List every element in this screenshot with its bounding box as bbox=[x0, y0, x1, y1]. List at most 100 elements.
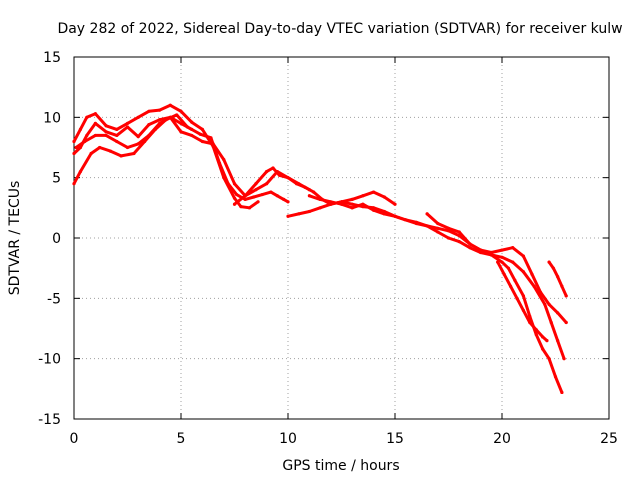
data-point bbox=[89, 151, 93, 156]
data-point bbox=[549, 320, 553, 325]
data-point bbox=[500, 260, 504, 264]
data-point bbox=[277, 173, 282, 177]
data-point bbox=[297, 212, 301, 216]
data-point bbox=[547, 357, 551, 361]
data-point bbox=[414, 220, 418, 224]
data-point bbox=[545, 338, 549, 343]
data-point bbox=[243, 197, 247, 201]
data-point bbox=[312, 190, 316, 194]
data-point bbox=[556, 338, 560, 343]
data-point bbox=[254, 188, 258, 192]
data-point bbox=[372, 190, 376, 194]
data-point bbox=[232, 182, 237, 186]
data-point bbox=[282, 197, 286, 201]
y-tick-label: 0 bbox=[52, 231, 61, 247]
y-tick-label: -5 bbox=[47, 291, 61, 307]
grid bbox=[74, 57, 609, 419]
data-point bbox=[425, 212, 429, 216]
y-tick-label: 10 bbox=[43, 110, 61, 126]
data-point bbox=[265, 170, 269, 174]
y-tick-label: -15 bbox=[38, 412, 61, 428]
data-point bbox=[286, 214, 290, 218]
chart-title: Day 282 of 2022, Sidereal Day-to-day VTE… bbox=[57, 21, 622, 37]
data-point bbox=[72, 151, 76, 156]
data-point bbox=[541, 335, 545, 339]
data-point bbox=[271, 166, 275, 170]
data-point bbox=[200, 139, 204, 144]
data-point bbox=[564, 294, 568, 298]
data-point bbox=[303, 185, 307, 189]
data-point bbox=[136, 135, 140, 139]
data-point bbox=[72, 139, 76, 144]
data-point bbox=[382, 195, 386, 199]
data-point bbox=[534, 328, 538, 332]
ticks: 0 5 10 15 20 25 -15 -10 -5 0 5 10 15 bbox=[38, 50, 618, 447]
data-point bbox=[500, 248, 504, 252]
data-point bbox=[175, 113, 179, 117]
data-point bbox=[564, 320, 568, 325]
series-track-8 bbox=[425, 212, 564, 395]
data-point bbox=[560, 390, 564, 395]
data-point bbox=[530, 272, 534, 276]
data-point bbox=[115, 139, 119, 144]
data-point bbox=[350, 202, 354, 206]
data-point bbox=[556, 311, 560, 315]
data-point bbox=[243, 194, 247, 198]
x-axis-label: GPS time / hours bbox=[282, 458, 399, 474]
data-point bbox=[468, 246, 472, 250]
data-point bbox=[190, 120, 194, 124]
series-track-7 bbox=[307, 194, 566, 361]
data-point bbox=[179, 130, 183, 134]
data-point bbox=[200, 127, 204, 131]
data-point bbox=[528, 314, 532, 319]
data-point bbox=[119, 154, 123, 158]
x-tick-label: 10 bbox=[279, 431, 297, 447]
data-point bbox=[508, 284, 513, 288]
data-point bbox=[85, 115, 89, 119]
data-point bbox=[393, 202, 397, 206]
data-point bbox=[382, 212, 386, 216]
data-point bbox=[541, 347, 545, 351]
data-point bbox=[158, 118, 162, 122]
data-point bbox=[168, 115, 172, 119]
data-point bbox=[222, 157, 226, 162]
data-point bbox=[489, 253, 493, 257]
data-point bbox=[209, 136, 213, 140]
x-tick-label: 5 bbox=[177, 431, 186, 447]
data-point bbox=[553, 375, 558, 379]
data-point bbox=[457, 240, 461, 244]
data-point bbox=[372, 208, 376, 212]
data-point bbox=[147, 109, 151, 113]
data-point bbox=[104, 133, 108, 138]
data-point bbox=[361, 194, 365, 198]
data-point bbox=[307, 209, 311, 214]
data-point bbox=[521, 294, 526, 298]
data-point bbox=[78, 127, 83, 131]
series-line bbox=[286, 200, 568, 324]
data-point bbox=[78, 170, 83, 174]
data-point bbox=[254, 182, 258, 186]
data-point bbox=[551, 266, 555, 270]
data-point bbox=[436, 230, 440, 234]
data-point bbox=[500, 255, 504, 259]
data-point bbox=[511, 246, 515, 250]
data-point bbox=[239, 205, 243, 209]
data-point bbox=[83, 139, 87, 144]
data-point bbox=[115, 127, 119, 131]
data-point bbox=[158, 121, 162, 125]
data-point bbox=[247, 206, 252, 210]
y-tick-label: 15 bbox=[43, 50, 61, 66]
data-point bbox=[269, 190, 273, 194]
x-tick-label: 0 bbox=[70, 431, 79, 447]
data-point bbox=[286, 176, 290, 180]
data-point bbox=[125, 121, 130, 125]
data-point bbox=[339, 202, 344, 206]
y-tick-label: -10 bbox=[38, 352, 61, 368]
data-point bbox=[547, 302, 551, 306]
data-point bbox=[168, 103, 172, 107]
data-point bbox=[436, 226, 440, 230]
data-point bbox=[425, 224, 429, 228]
data-point bbox=[556, 275, 560, 279]
data-point bbox=[506, 266, 511, 270]
